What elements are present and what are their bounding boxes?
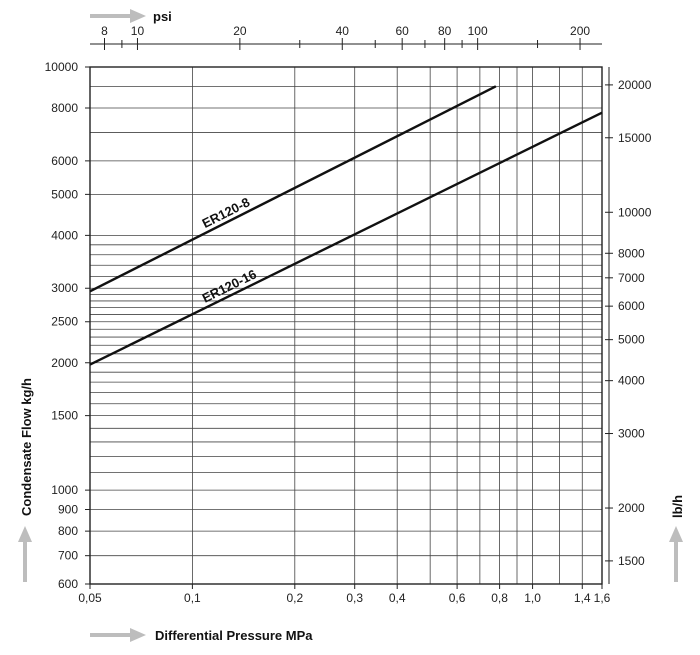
lbh-tick-label: 2000 [618, 501, 645, 515]
psi-tick-label: 100 [468, 24, 488, 38]
y-tick-label: 1000 [51, 483, 78, 497]
x-tick-label: 1,0 [524, 591, 541, 605]
x-tick-label: 0,1 [184, 591, 201, 605]
lbh-tick-label: 7000 [618, 271, 645, 285]
x-tick-label: 0,3 [346, 591, 363, 605]
lbh-tick-label: 20000 [618, 78, 652, 92]
y-axis-arrow [18, 526, 32, 582]
x-tick-label: 0,2 [286, 591, 303, 605]
psi-tick-label: 80 [438, 24, 452, 38]
lbh-tick-label: 1500 [618, 554, 645, 568]
psi-tick-label: 60 [395, 24, 409, 38]
y-tick-label: 600 [58, 577, 78, 591]
lbh-tick-label: 5000 [618, 333, 645, 347]
psi-tick-label: 200 [570, 24, 590, 38]
lbh-tick-label: 15000 [618, 131, 652, 145]
x-tick-label: 1,4 [574, 591, 591, 605]
y-tick-label: 8000 [51, 101, 78, 115]
y-axis-title: Condensate Flow kg/h [19, 378, 34, 516]
lbh-tick-label: 8000 [618, 246, 645, 260]
psi-axis-ticks: 8 10 20 40 60 80 100 200 [101, 24, 590, 50]
plot-frame [89, 43, 610, 585]
lbh-tick-label: 6000 [618, 299, 645, 313]
lbh-axis-ticks: 1500 2000 3000 4000 5000 6000 7000 8000 10000 150… [605, 78, 652, 568]
y-tick-label: 6000 [51, 154, 78, 168]
psi-arrow [90, 9, 146, 23]
y-tick-label: 700 [58, 549, 78, 563]
y-tick-label: 2500 [51, 315, 78, 329]
y-tick-label: 2000 [51, 356, 78, 370]
y2-axis-title: lb/h [670, 495, 685, 518]
psi-tick-label: 40 [336, 24, 350, 38]
grid [89, 66, 603, 585]
lbh-tick-label: 10000 [618, 205, 652, 219]
x-tick-label: 0,05 [78, 591, 102, 605]
x-tick-label: 0,8 [491, 591, 508, 605]
psi-axis-title: psi [153, 9, 172, 24]
x-axis-arrow [90, 628, 146, 642]
y2-axis-arrow [669, 526, 683, 582]
series-line-er120-16 [89, 111, 603, 366]
x-tick-label: 1,6 [594, 591, 611, 605]
x-axis-title: Differential Pressure MPa [155, 628, 313, 643]
y-tick-label: 3000 [51, 281, 78, 295]
psi-tick-label: 20 [233, 24, 247, 38]
y-tick-label: 4000 [51, 228, 78, 242]
y-axis-ticks: 600 700 800 900 1000 1500 2000 2500 3000 4000 5000… [45, 60, 90, 591]
psi-tick-label: 8 [101, 24, 108, 38]
y-tick-label: 800 [58, 524, 78, 538]
y-tick-label: 900 [58, 502, 78, 516]
x-axis-ticks: 0,05 0,1 0,2 0,3 0,4 0,6 0,8 1,0 1,4 1,6 [78, 584, 611, 605]
y-tick-label: 10000 [45, 60, 79, 74]
plot-border [89, 66, 603, 585]
x-tick-label: 0,4 [389, 591, 406, 605]
y-tick-label: 1500 [51, 409, 78, 423]
y-tick-label: 5000 [51, 187, 78, 201]
series-line-er120-8 [89, 85, 497, 293]
psi-tick-label: 10 [131, 24, 145, 38]
x-tick-label: 0,6 [449, 591, 466, 605]
lbh-tick-label: 3000 [618, 427, 645, 441]
lbh-tick-label: 4000 [618, 374, 645, 388]
